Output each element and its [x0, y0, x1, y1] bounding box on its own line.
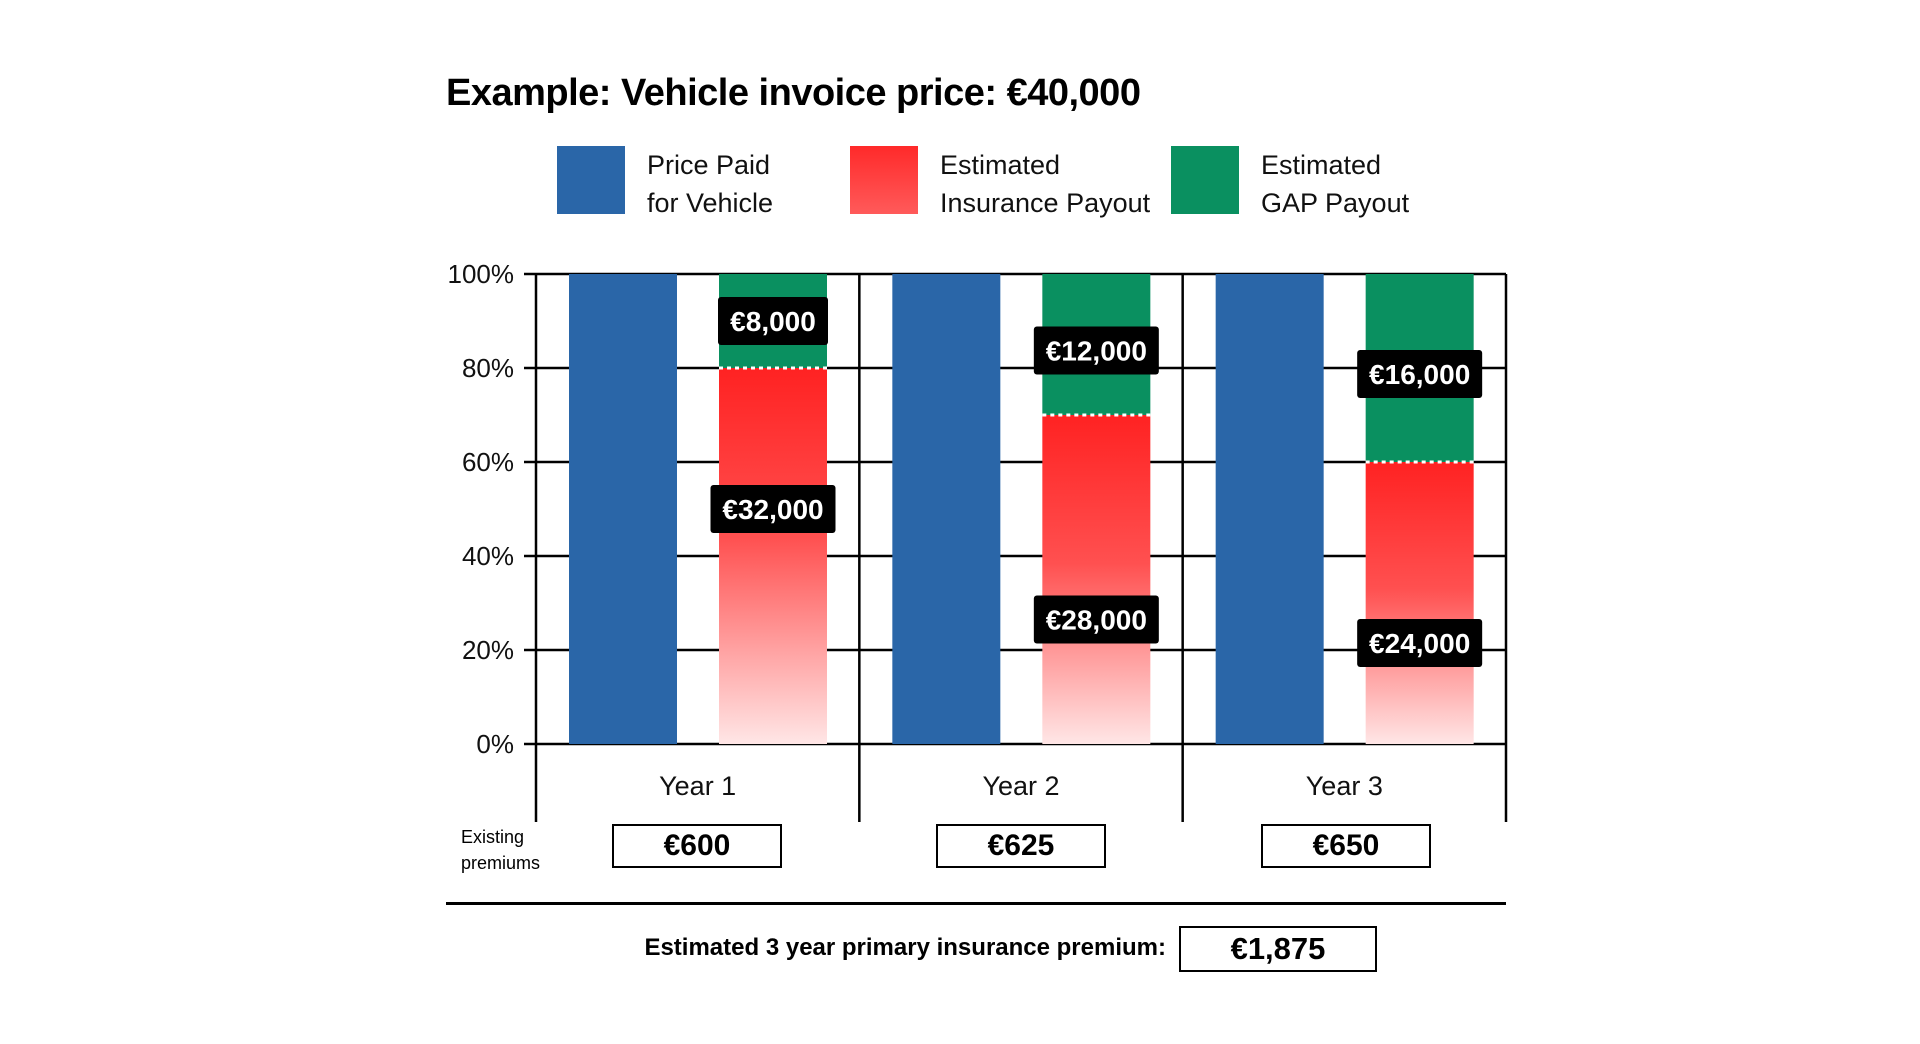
y-tick-label: 60% [462, 447, 514, 477]
axes: 0% 20% 40% 60% 80% 100% Year 1 Year 2 Year 3 [448, 259, 1508, 822]
data-label-gap-payout: €12,000 [1033, 326, 1159, 375]
data-label-insurance-payout: €28,000 [1033, 595, 1159, 644]
data-label-insurance-payout: €32,000 [710, 485, 836, 533]
bar-insurance-payout [1365, 462, 1474, 744]
data-label-gap-payout: €8,000 [718, 297, 828, 345]
data-label-gap-payout-text: €12,000 [1046, 336, 1147, 367]
gridlines [524, 272, 1506, 746]
data-label-insurance-payout-text: €28,000 [1046, 605, 1147, 636]
legend-swatch-insurance-payout [850, 146, 918, 214]
existing-premiums-label: Existing premiums [461, 827, 541, 873]
legend-label-insurance-payout: Estimated Insurance Payout [940, 150, 1151, 218]
data-label-gap-payout: €16,000 [1357, 350, 1483, 398]
data-label-gap-payout-bg [1033, 326, 1159, 375]
legend-label-gap-payout: Estimated GAP Payout [1261, 150, 1410, 218]
data-label-gap-payout-text: €8,000 [730, 306, 816, 337]
bar-insurance-payout [719, 368, 827, 744]
data-label-insurance-payout-bg [1033, 595, 1159, 644]
legend-swatch-gap-payout [1171, 146, 1239, 214]
bar-insurance-payout [1042, 415, 1151, 744]
x-tick-label: Year 2 [982, 771, 1059, 801]
x-tick-label: Year 1 [659, 771, 736, 801]
bar-price-paid [569, 274, 677, 744]
data-label-gap-payout-bg [718, 297, 828, 345]
premium-value-year-3: €650 [1261, 824, 1431, 868]
bars [569, 274, 1474, 744]
data-label-gap-payout-bg [1357, 350, 1483, 398]
y-tick-label: 0% [476, 729, 514, 759]
y-tick-label: 40% [462, 541, 514, 571]
bar-price-paid [1215, 274, 1324, 744]
y-tick-label: 100% [448, 259, 515, 289]
data-labels: €8,000 €32,000 €12,000 €28,000 €16,000 €24,00… [710, 297, 1483, 667]
y-tick-label: 20% [462, 635, 514, 665]
divider [446, 902, 1506, 905]
data-label-insurance-payout-bg [1357, 619, 1483, 667]
data-label-insurance-payout-text: €24,000 [1369, 628, 1470, 659]
x-tick-label: Year 3 [1306, 771, 1383, 801]
premium-value-year-2: €625 [936, 824, 1106, 868]
data-label-insurance-payout-bg [710, 485, 836, 533]
data-label-gap-payout-text: €16,000 [1369, 359, 1470, 390]
y-tick-label: 80% [462, 353, 514, 383]
total-premium-label: Estimated 3 year primary insurance premi… [644, 934, 1166, 961]
chart-title: Example: Vehicle invoice price: €40,000 [446, 72, 1141, 114]
data-label-insurance-payout-text: €32,000 [722, 494, 823, 525]
legend-label-price-paid: Price Paid for Vehicle [647, 150, 774, 218]
bar-price-paid [892, 274, 1001, 744]
legend-swatch-price-paid [557, 146, 625, 214]
data-label-insurance-payout: €24,000 [1357, 619, 1483, 667]
total-premium-value: €1,875 [1179, 926, 1377, 972]
premium-value-year-1: €600 [612, 824, 782, 868]
